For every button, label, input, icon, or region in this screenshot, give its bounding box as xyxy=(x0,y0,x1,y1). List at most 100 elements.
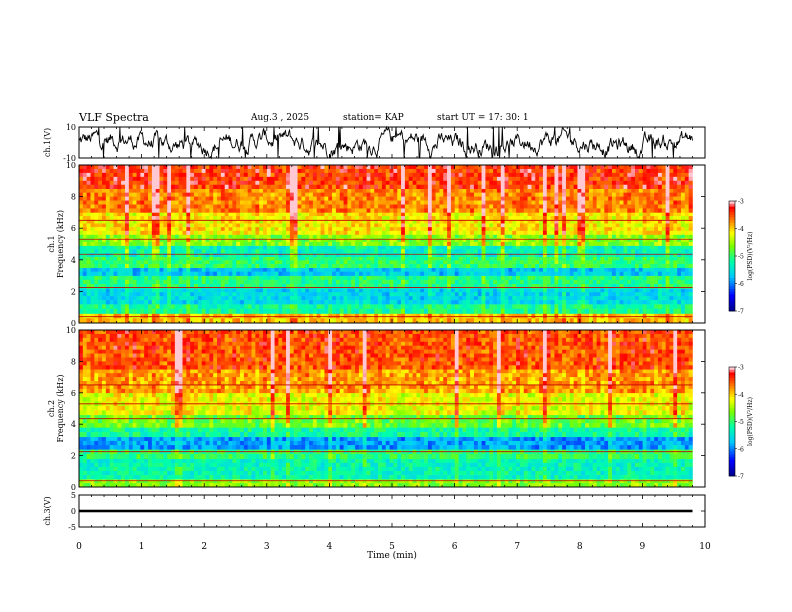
ch1-spectrogram-cell xyxy=(450,230,456,235)
ch1-spectrogram-cell xyxy=(466,260,471,265)
ch1-spectrogram-cell xyxy=(611,318,617,324)
ch1-spectrogram-cell xyxy=(508,271,513,276)
ch1-ylabel: ch.1(V) xyxy=(43,128,52,157)
ch1-spectrogram-cell xyxy=(190,245,195,250)
ch1-spectrogram-cell xyxy=(293,252,298,257)
ch1-spectrogram-cell xyxy=(121,267,126,272)
ch1-spectrogram-cell xyxy=(228,234,233,239)
ch1-spectrogram-cell xyxy=(320,292,325,297)
ch1-spectrogram-cell xyxy=(167,267,172,272)
ch1-spectrogram-cell xyxy=(328,279,333,285)
ch1-spectrogram-cell xyxy=(397,279,402,285)
ch1-spectrogram-cell xyxy=(362,275,367,281)
ch1-spectrogram-cell xyxy=(366,300,371,305)
ch1-spectrogram-cell xyxy=(493,230,498,235)
ch1-spectrogram-cell xyxy=(197,249,202,254)
ch1-spectrogram-cell xyxy=(554,230,559,235)
ch1-spectrogram-cell xyxy=(86,188,91,193)
ch1-spectrogram-cell xyxy=(186,219,191,224)
ch1-spectrogram-cell xyxy=(646,308,651,314)
ch1-spectrogram-cell xyxy=(282,308,287,314)
ch1-spectrogram-cell xyxy=(240,230,245,235)
ch1-spectrogram-cell xyxy=(450,212,456,217)
ch1-spectrogram-cell xyxy=(144,196,149,201)
ch1-spectrogram-cell xyxy=(228,192,233,197)
ch1-spectrogram-cell xyxy=(347,264,352,268)
ch1-spectrogram-cell xyxy=(466,192,471,197)
ch1-spectrogram-cell xyxy=(105,288,110,293)
ch1-spectrogram-cell xyxy=(378,249,383,254)
ch1-spectrogram-cell xyxy=(661,196,666,201)
ch1-spectrogram-cell xyxy=(585,300,590,305)
ch1-spectrogram-cell xyxy=(688,271,693,276)
ch1-spectrogram-cell xyxy=(397,238,402,243)
ch1-spectrogram-cell xyxy=(263,238,268,243)
ch1-spectrogram-cell xyxy=(286,267,291,272)
ch1-spectrogram-cell xyxy=(496,318,502,324)
ch1-spectrogram-cell xyxy=(374,318,379,324)
ch1-spectrogram-cell xyxy=(90,279,95,285)
ch1-spectrogram-cell xyxy=(431,284,436,289)
ch1-spectrogram-cell xyxy=(619,271,624,276)
ch1-spectrogram-cell xyxy=(144,288,149,293)
ch1-spectrogram-cell xyxy=(454,304,459,310)
ch1-spectrogram-cell xyxy=(140,249,145,254)
ch1-spectrogram-cell xyxy=(378,288,383,293)
ch1-spectrogram-cell xyxy=(278,252,283,257)
ch1-spectrogram-cell xyxy=(623,219,628,224)
ch1-spectrogram-cell xyxy=(209,245,214,250)
ch1-spectrogram-cell xyxy=(182,296,187,301)
ch1-spectrogram-cell xyxy=(159,200,164,205)
ch1-spectrogram-cell xyxy=(213,192,218,197)
ch1-spectrogram-cell xyxy=(665,271,670,276)
ch1-spectrogram-cell xyxy=(420,223,425,228)
ch1-spectrogram-cell xyxy=(220,252,225,257)
ch1-spectrogram-cell xyxy=(627,288,632,293)
ch1-spectrogram-cell xyxy=(581,271,586,276)
ch1-spectrogram-cell xyxy=(466,292,471,297)
ch1-spectrogram-cell xyxy=(420,216,425,221)
ch1-spectrogram-cell xyxy=(125,275,130,281)
ch1-spectrogram-cell xyxy=(94,212,99,217)
ch1-spectrogram-cell xyxy=(558,196,563,201)
ch1-spectrogram-cell xyxy=(466,241,471,246)
ch1-spectrogram-cell xyxy=(293,230,298,235)
ch1-spectrogram-cell xyxy=(151,188,156,193)
ch1-spectrogram-cell xyxy=(159,313,164,319)
ch1-spectrogram-cell xyxy=(316,296,321,301)
ch1-spectrogram-cell xyxy=(477,292,482,297)
ch1-spectrogram-cell xyxy=(266,219,272,224)
ch1-spectrogram-cell xyxy=(516,275,521,281)
ch1-spectrogram-cell xyxy=(554,313,559,319)
ch1-spectrogram-cell xyxy=(592,304,597,310)
ch1-spectrogram-cell xyxy=(247,260,252,265)
ch1-spectrogram-cell xyxy=(293,296,298,301)
ch1-spectrogram-cell xyxy=(312,308,318,314)
ch1-spectrogram-cell xyxy=(232,219,237,224)
ch1-spectrogram-cell xyxy=(562,212,567,217)
ch1-spectrogram-cell xyxy=(186,196,191,201)
ch1-spectrogram-cell xyxy=(339,275,344,281)
ch1-spectrogram-cell xyxy=(558,227,563,232)
ch1-spectrogram-cell xyxy=(140,275,145,281)
ch1-spectrogram-cell xyxy=(654,234,659,239)
ch1-spectrogram-cell xyxy=(585,318,590,324)
ch1-spectrogram-cell xyxy=(493,234,498,239)
ch1-spectrogram-cell xyxy=(312,264,318,268)
ch1-spectrogram-cell xyxy=(374,196,379,201)
ch1-spectrogram-cell xyxy=(657,271,663,276)
ch1-spectrogram-cell xyxy=(266,216,272,221)
ch1-spectrogram-cell xyxy=(343,288,348,293)
ch1-spectrogram-cell xyxy=(401,196,406,201)
ch1-spectrogram-cell xyxy=(539,296,544,301)
ch1-spectrogram-cell xyxy=(324,230,329,235)
ch1-spectrogram-cell xyxy=(542,216,548,221)
ch1-spectrogram-cell xyxy=(504,284,509,289)
ch1-spectrogram-cell xyxy=(450,318,456,324)
ch1-spectrogram-cell xyxy=(523,264,528,268)
ch1-spectrogram-cell xyxy=(397,260,402,265)
ch1-spectrogram-cell xyxy=(623,304,628,310)
ch1-spectrogram-cell xyxy=(309,196,314,201)
ch1-spectrogram-cell xyxy=(201,304,206,310)
ch1-spectrogram-cell xyxy=(657,308,663,314)
